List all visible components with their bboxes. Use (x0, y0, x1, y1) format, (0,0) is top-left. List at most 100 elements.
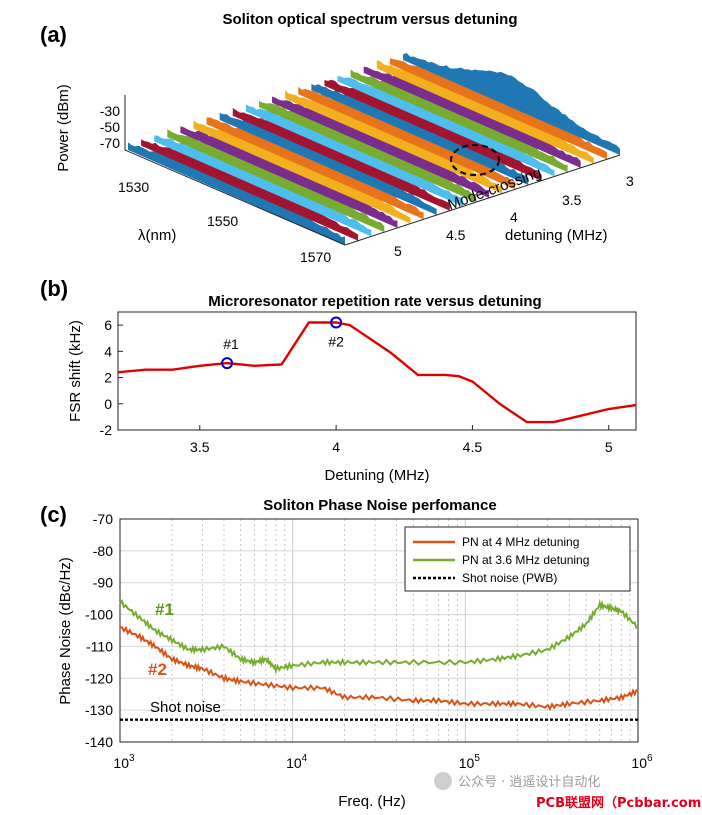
y-tick-label: -90 (93, 575, 113, 591)
spectrum-trace (232, 108, 450, 211)
panel-c-x-ticks: 103 104 105 106 (113, 753, 653, 771)
x-tick-label: 5 (605, 439, 613, 455)
wavelength-tick-label: 1550 (207, 213, 238, 229)
spectrum-trace (128, 142, 345, 245)
wechat-icon (434, 772, 452, 790)
shot-noise-annotation: Shot noise (150, 699, 221, 716)
legend-entry: PN at 3.6 MHz detuning (462, 553, 589, 567)
y-tick-label: -100 (85, 607, 113, 623)
panel-a-title: Soliton optical spectrum versus detuning (222, 11, 517, 28)
marker-1-label: #1 (223, 336, 239, 352)
panel-a: (a) Soliton optical spectrum versus detu… (40, 11, 634, 265)
y-tick-label: -140 (85, 734, 113, 750)
detuning-axis-line (344, 154, 621, 246)
series-1-annotation: #1 (155, 600, 174, 619)
panel-a-label: (a) (40, 22, 67, 47)
panel-b-plot-area (117, 311, 637, 431)
y-tick-label: 2 (104, 370, 112, 386)
panel-b-title: Microresonator repetition rate versus de… (208, 293, 541, 310)
spectrum-trace (363, 66, 581, 168)
panel-c-series (119, 599, 639, 721)
mode-crossing-circle (449, 143, 501, 177)
panel-c-title: Soliton Phase Noise perfomance (263, 497, 496, 514)
y-tick-label: -2 (100, 422, 113, 438)
panel-c-x-axis-label: Freq. (Hz) (338, 793, 406, 810)
y-tick-label: -120 (85, 670, 113, 686)
x-tick-label: 4.5 (463, 439, 483, 455)
fsr-shift-line (117, 321, 637, 424)
spectrum-trace (298, 86, 516, 190)
spectrum-trace (193, 120, 411, 224)
detuning-tick-label: 4.5 (446, 227, 466, 243)
phase-noise-line (119, 599, 639, 675)
panel-c-x-tick-label: 103 (113, 753, 135, 771)
spectra-waterfall (128, 53, 620, 245)
y-tick-label: -80 (93, 543, 113, 559)
panel-b-y-axis-label: FSR shift (kHz) (67, 320, 84, 422)
phase-noise-line (120, 625, 639, 711)
watermark-line-2: PCB联盟网（Pcbbar.com） (536, 795, 702, 811)
spectrum-trace (403, 53, 620, 155)
spectrum-trace (376, 60, 594, 164)
marker-1 (221, 357, 234, 370)
y-tick-label: -110 (86, 638, 113, 654)
panel-c-y-axis-label: Phase Noise (dBc/Hz) (57, 557, 74, 705)
marker-2-label: #2 (328, 333, 344, 349)
detuning-tick-label: 4 (510, 209, 518, 225)
panel-b-x-axis-label: Detuning (MHz) (324, 467, 429, 484)
spectrum-trace (311, 84, 529, 185)
panel-c-plot-area (119, 518, 639, 743)
detuning-tick-label: 5 (394, 243, 402, 259)
y-tick-label: -70 (93, 511, 113, 527)
detuning-axis-label: detuning (MHz) (505, 227, 608, 244)
panel-c-x-tick-label: 106 (631, 753, 653, 771)
panel-b-y-ticks: -2 0 2 4 6 (100, 317, 123, 438)
watermark-line-1: 公众号 · 逍遥设计自动化 (458, 775, 600, 790)
y-tick-label: 4 (104, 343, 112, 359)
spectrum-trace (141, 139, 359, 241)
spectrum-trace (272, 96, 489, 198)
legend-entry: Shot noise (PWB) (462, 571, 557, 585)
y-tick-label: 6 (104, 317, 112, 333)
panel-c-y-ticks: -70 -80 -90 -100 -110 -120 -130 -140 (85, 511, 113, 750)
detuning-tick-label: 3.5 (562, 192, 582, 208)
spectrum-trace (389, 58, 607, 160)
y-tick-label: -130 (85, 702, 113, 718)
panel-b-label: (b) (40, 276, 68, 301)
wavelength-axis-line (124, 149, 346, 246)
legend: PN at 4 MHz detuning PN at 3.6 MHz detun… (404, 526, 631, 592)
panel-c-x-tick-label: 104 (286, 753, 308, 771)
spectrum-trace (154, 135, 372, 237)
spectrum-trace (350, 69, 568, 173)
x-tick-label: 3.5 (190, 439, 210, 455)
spectrum-trace (219, 112, 437, 215)
wavelength-tick-label: 1530 (118, 179, 149, 195)
panel-b-x-ticks: 3.5 4 4.5 5 (190, 425, 613, 455)
panel-b: (b) Microresonator repetition rate versu… (40, 276, 637, 484)
spectrum-trace (258, 100, 476, 203)
wavelength-axis-label: λ(nm) (138, 227, 176, 244)
panel-c-label: (c) (40, 502, 67, 527)
panel-c: (c) Soliton Phase Noise perfomance -70 -8… (40, 497, 653, 810)
power-axis-label: Power (dBm) (55, 84, 72, 172)
spectrum-trace (180, 126, 398, 228)
y-tick-label: 0 (104, 396, 112, 412)
wavelength-tick-label: 1570 (300, 249, 331, 265)
legend-entry: PN at 4 MHz detuning (462, 535, 579, 549)
power-tick-label: -70 (100, 135, 120, 151)
marker-2 (330, 316, 343, 329)
watermark: 公众号 · 逍遥设计自动化 PCB联盟网（Pcbbar.com） (434, 772, 702, 811)
detuning-tick-label: 3 (626, 173, 634, 189)
spectrum-trace (285, 90, 503, 194)
spectrum-trace (245, 104, 463, 207)
spectrum-trace (324, 79, 542, 181)
power-tick-label: -30 (100, 103, 120, 119)
panel-c-x-tick-label: 105 (459, 753, 481, 771)
spectrum-trace (167, 129, 385, 233)
spectrum-trace (337, 75, 555, 177)
power-tick-label: -50 (100, 119, 120, 135)
spectrum-trace (206, 117, 424, 220)
x-tick-label: 4 (332, 439, 340, 455)
panel-a-axes (124, 95, 621, 246)
